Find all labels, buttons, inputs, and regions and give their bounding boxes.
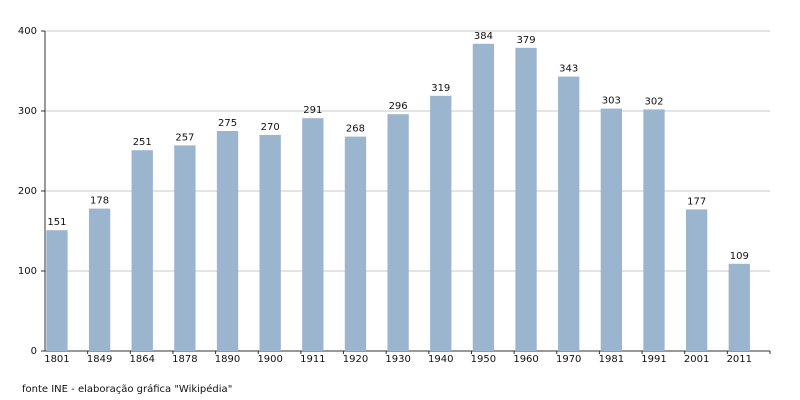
value-label: 257 (175, 132, 194, 143)
value-label: 296 (389, 101, 408, 112)
value-label: 379 (517, 35, 536, 46)
y-tick-label: 400 (18, 26, 37, 37)
x-tick-label: 1930 (385, 354, 410, 365)
value-label: 178 (90, 196, 109, 207)
value-label: 109 (730, 251, 749, 262)
value-label: 177 (687, 196, 706, 207)
x-tick-label: 2011 (727, 354, 752, 365)
y-tick-label: 100 (18, 266, 37, 277)
bar (174, 145, 196, 351)
x-tick-label: 1970 (556, 354, 581, 365)
bar (515, 47, 537, 352)
x-tick-label: 1960 (513, 354, 538, 365)
bar (46, 230, 68, 351)
bar (88, 208, 111, 351)
x-tick-label: 1849 (87, 354, 112, 365)
value-label: 251 (133, 137, 152, 148)
bar (259, 135, 281, 351)
x-tick-label: 1911 (300, 354, 325, 365)
bar (643, 109, 665, 352)
value-label: 291 (303, 105, 322, 116)
x-tick-label: 1981 (599, 354, 624, 365)
value-label: 303 (602, 96, 621, 107)
x-tick-label: 1864 (130, 354, 155, 365)
bar (685, 209, 708, 351)
value-label: 384 (474, 31, 493, 42)
bar (302, 118, 324, 351)
value-label: 268 (346, 124, 365, 135)
x-tick-label: 1801 (44, 354, 69, 365)
x-tick-label: 1950 (471, 354, 496, 365)
value-label: 343 (559, 64, 578, 75)
x-tick-label: 1900 (257, 354, 282, 365)
bar (131, 150, 153, 351)
value-label: 302 (644, 96, 663, 107)
bar (728, 263, 750, 351)
x-tick-label: 1991 (641, 354, 666, 365)
bar (430, 95, 452, 351)
x-tick-label: 2001 (684, 354, 709, 365)
bar (558, 76, 580, 351)
y-tick-label: 0 (31, 346, 37, 357)
bar (216, 131, 239, 351)
bar (472, 43, 495, 352)
value-label: 319 (431, 83, 450, 94)
x-tick-label: 1940 (428, 354, 453, 365)
x-tick-label: 1920 (343, 354, 368, 365)
x-tick-label: 1890 (215, 354, 240, 365)
source-note: fonte INE - elaboração gráfica "Wikipédi… (22, 383, 232, 395)
bar (387, 114, 409, 351)
value-label: 270 (261, 122, 280, 133)
bar (600, 108, 623, 351)
x-tick-label: 1878 (172, 354, 197, 365)
y-tick-label: 300 (18, 106, 37, 117)
bar (344, 136, 367, 351)
value-label: 275 (218, 118, 237, 129)
value-label: 151 (47, 217, 66, 228)
y-tick-label: 200 (18, 186, 37, 197)
